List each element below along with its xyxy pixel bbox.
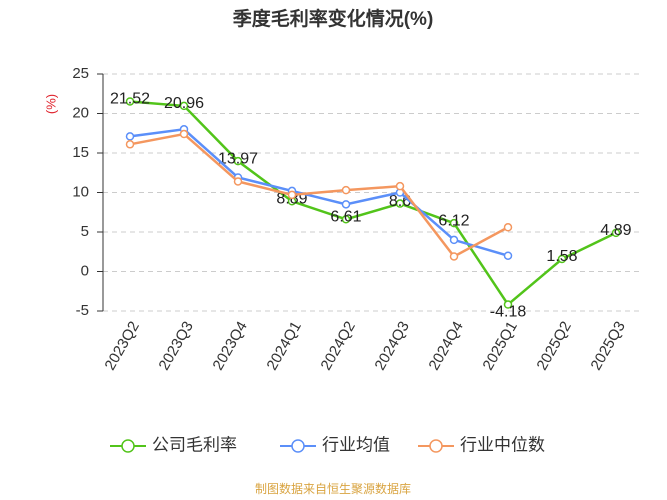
x-tick-label: 2024Q2 <box>317 318 358 373</box>
data-point <box>125 97 135 106</box>
y-tick-label: 0 <box>81 262 89 279</box>
x-tick-label: 2023Q3 <box>155 318 196 373</box>
data-label: 6.61 <box>330 208 361 225</box>
data-point <box>503 223 513 232</box>
data-point <box>179 129 189 139</box>
x-tick-label: 2023Q4 <box>209 318 250 373</box>
data-point <box>449 252 459 261</box>
x-tick-label: 2025Q2 <box>533 318 574 373</box>
legend-label: 行业均值 <box>322 435 390 454</box>
data-point <box>341 215 351 224</box>
y-tick-label: 25 <box>72 65 89 82</box>
y-tick-label: -5 <box>76 302 89 319</box>
x-tick-label: 2024Q4 <box>425 318 466 373</box>
data-point <box>341 200 351 209</box>
x-tick-label: 2024Q3 <box>371 318 412 373</box>
data-point <box>179 101 189 111</box>
data-point <box>233 177 243 186</box>
legend-marker <box>291 439 305 453</box>
data-point <box>125 132 135 141</box>
y-tick-label: 20 <box>72 104 89 121</box>
data-label: 13.97 <box>218 150 258 167</box>
data-label: -4.18 <box>490 304 527 321</box>
y-axis-label: (%) <box>43 94 58 114</box>
data-point <box>125 140 135 149</box>
data-label: 1.58 <box>546 248 577 265</box>
x-tick-label: 2023Q2 <box>101 318 142 373</box>
x-tick-label: 2025Q3 <box>587 318 628 373</box>
data-label: 6.12 <box>438 212 469 229</box>
legend-marker <box>429 439 443 453</box>
series-line <box>129 127 509 257</box>
data-point <box>395 199 405 208</box>
x-tick-label: 2024Q1 <box>263 318 304 373</box>
legend-marker <box>121 439 135 453</box>
data-label: 4.89 <box>600 222 631 239</box>
data-point <box>341 185 351 195</box>
data-label: 20.96 <box>164 95 204 112</box>
data-point <box>503 300 513 309</box>
series-line <box>129 132 509 259</box>
y-tick-label: 15 <box>72 144 89 161</box>
data-point <box>395 181 405 191</box>
data-point <box>449 218 459 228</box>
legend-label: 公司毛利率 <box>152 435 237 454</box>
y-tick-label: 10 <box>72 183 89 200</box>
legend-label: 行业中位数 <box>460 435 545 454</box>
data-point <box>611 228 621 238</box>
x-tick-label: 2025Q1 <box>479 318 520 373</box>
data-point <box>287 190 297 200</box>
data-point <box>557 254 567 264</box>
series-line <box>129 100 617 307</box>
data-point <box>233 156 243 166</box>
data-label: 21.52 <box>110 91 150 108</box>
chart-title: 季度毛利率变化情况(%) <box>233 7 434 30</box>
y-tick-label: 5 <box>81 223 89 240</box>
source-note: 制图数据来自恒生聚源数据库 <box>255 481 411 496</box>
data-point <box>503 251 513 260</box>
data-point <box>449 235 459 245</box>
